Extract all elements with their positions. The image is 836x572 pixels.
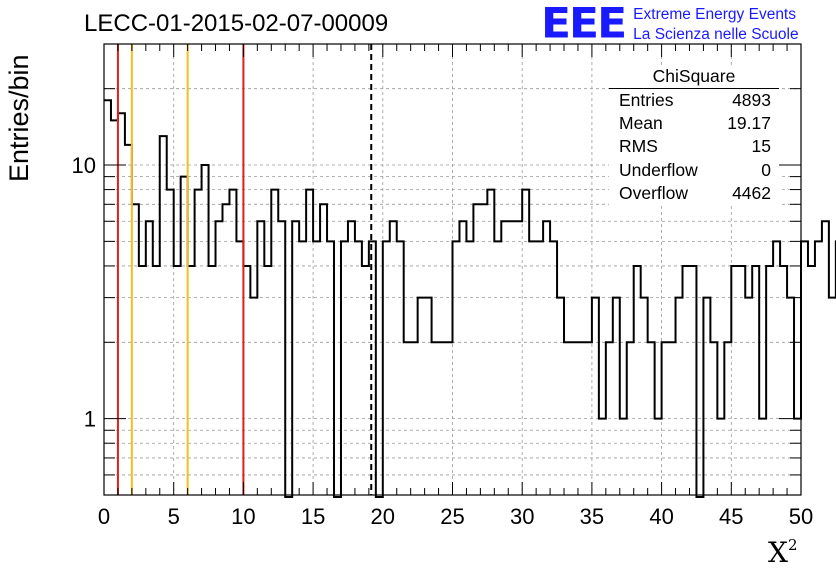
stats-label: Overflow [619,182,689,203]
stats-label: Entries [619,90,674,110]
y-tick-label: 1 [84,407,96,432]
stats-row-underflow: Underflow 0 [609,159,779,182]
stats-title: ChiSquare [609,66,779,89]
x-tick-label: 0 [98,504,110,529]
stats-label: Mean [619,113,663,134]
x-tick-label: 30 [510,504,534,529]
stats-box: ChiSquare Entries 4893 Mean 19.17 RMS 15 Un… [609,66,779,206]
stats-row-mean: Mean 19.17 [609,112,779,135]
x-tick-label: 5 [168,504,180,529]
x-tick-label: 40 [649,504,673,529]
x-tick-label: 10 [231,504,255,529]
histogram-series [104,99,836,498]
chart-title: LECC-01-2015-02-07-00009 [84,10,389,37]
histogram-outline [104,99,836,498]
stats-value: 19.17 [727,113,771,134]
x-tick-label: 25 [440,504,464,529]
logo-line-2: La Scienza nelle Scuole [633,26,799,43]
logo-mark: EEE [541,0,627,48]
stats-row-entries: Entries 4893 [609,89,779,112]
x-tick-label: 45 [719,504,743,529]
tick-labels: 0 5 10 15 20 25 30 35 40 45 50 1 10 [72,153,814,529]
logo-line-1: Extreme Energy Events [633,6,796,23]
x-axis-label-base: X [768,536,788,569]
stats-value: 4462 [732,182,771,203]
x-tick-label: 35 [580,504,604,529]
stats-value: 4893 [732,90,771,110]
eee-logo: EEE Extreme Energy Events La Scienza nel… [541,2,799,46]
stats-label: Underflow [619,159,698,180]
x-tick-label: 20 [371,504,395,529]
axis-ticks [103,43,802,496]
x-tick-label: 15 [301,504,325,529]
reference-lines [116,44,373,495]
y-tick-label: 10 [72,153,96,178]
y-axis-label: Entries/bin [4,54,34,182]
x-tick-label: 50 [789,504,813,529]
stats-value: 15 [751,136,771,157]
stats-label: RMS [619,136,658,157]
x-axis-label: X2 [768,536,797,569]
stats-row-overflow: Overflow 4462 [609,182,779,205]
logo-text: Extreme Energy Events La Scienza nelle S… [633,5,798,45]
stats-row-rms: RMS 15 [609,135,779,158]
stats-value: 0 [761,159,771,180]
x-axis-label-superscript: 2 [787,535,798,554]
